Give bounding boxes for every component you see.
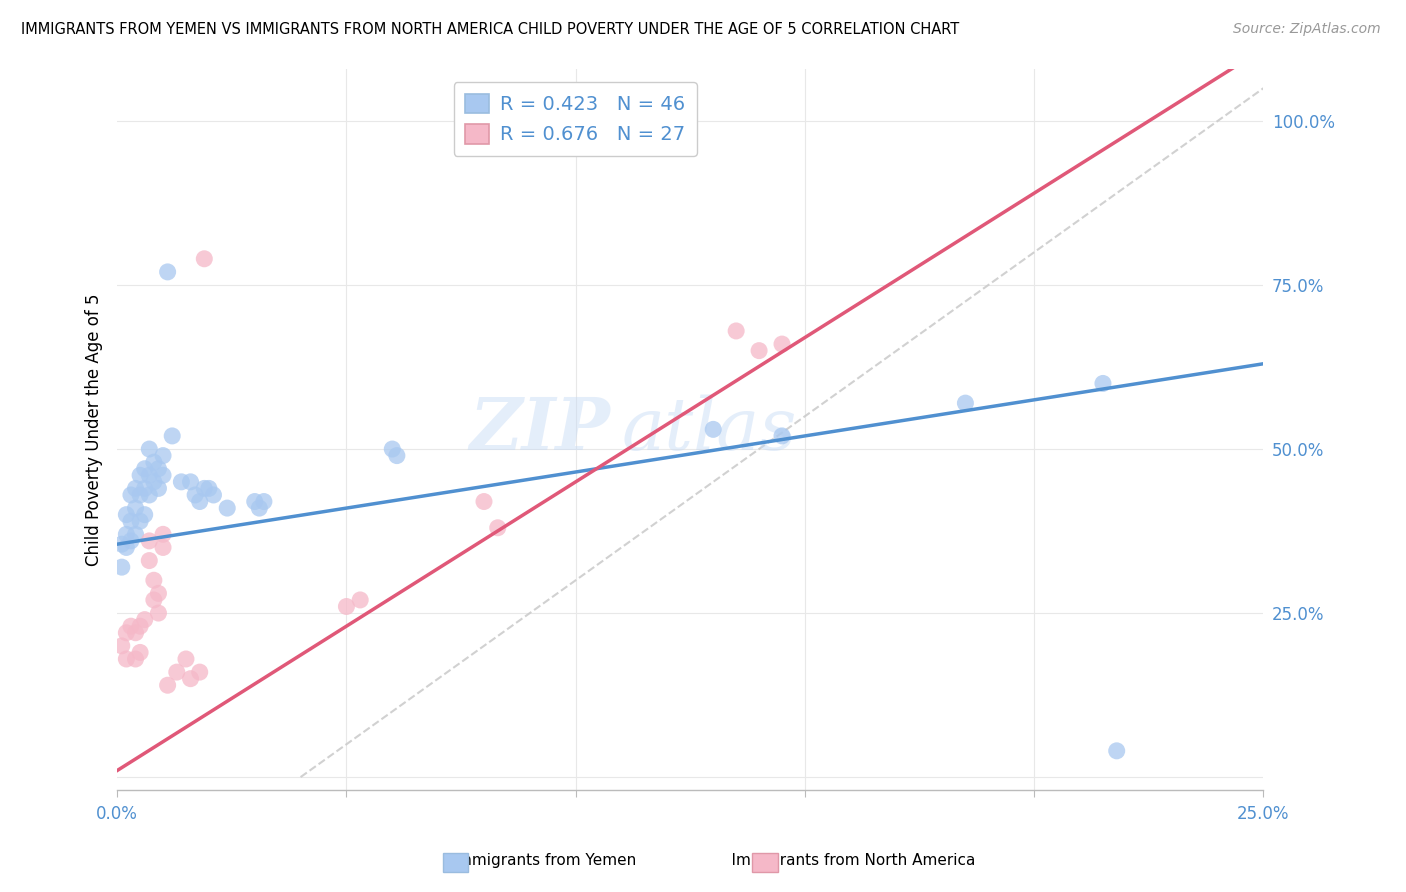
Point: [217, 501, 239, 516]
Point: [564, 101, 586, 115]
Point: [120, 488, 142, 502]
Point: [702, 422, 724, 436]
Text: IMMIGRANTS FROM YEMEN VS IMMIGRANTS FROM NORTH AMERICA CHILD POVERTY UNDER THE A: IMMIGRANTS FROM YEMEN VS IMMIGRANTS FROM…: [21, 22, 959, 37]
Point: [1105, 744, 1128, 758]
Point: [725, 324, 748, 338]
Point: [170, 475, 193, 489]
Point: [111, 560, 134, 574]
Point: [124, 482, 146, 496]
Point: [134, 461, 156, 475]
Point: [115, 508, 138, 522]
Point: [148, 461, 170, 475]
Point: [193, 252, 215, 266]
Point: [955, 396, 977, 410]
Point: [148, 586, 170, 600]
Text: ZIP: ZIP: [470, 394, 610, 465]
Point: [180, 475, 202, 489]
Point: [174, 652, 197, 666]
Point: [124, 501, 146, 516]
Point: [148, 606, 170, 620]
Point: [129, 468, 152, 483]
Point: [152, 449, 174, 463]
Point: [124, 652, 146, 666]
Point: [770, 337, 793, 351]
Point: [142, 455, 165, 469]
Point: [115, 541, 138, 555]
Point: [134, 613, 156, 627]
Point: [148, 482, 170, 496]
Point: [124, 625, 146, 640]
Y-axis label: Child Poverty Under the Age of 5: Child Poverty Under the Age of 5: [86, 293, 103, 566]
Point: [142, 593, 165, 607]
Point: [129, 488, 152, 502]
Point: [156, 265, 179, 279]
Point: [202, 488, 225, 502]
Point: [184, 488, 207, 502]
Point: [120, 514, 142, 528]
Point: [134, 482, 156, 496]
Point: [111, 639, 134, 653]
Point: [160, 429, 183, 443]
Point: [253, 494, 276, 508]
Point: [129, 514, 152, 528]
Point: [124, 527, 146, 541]
Point: [129, 645, 152, 659]
Point: [115, 652, 138, 666]
Point: [138, 442, 160, 456]
Point: [188, 665, 211, 679]
Point: [138, 553, 160, 567]
Point: [152, 541, 174, 555]
Point: [381, 442, 404, 456]
Point: [142, 475, 165, 489]
Point: [120, 533, 142, 548]
Text: Source: ZipAtlas.com: Source: ZipAtlas.com: [1233, 22, 1381, 37]
Point: [166, 665, 188, 679]
Point: [335, 599, 357, 614]
Text: Immigrants from Yemen: Immigrants from Yemen: [433, 854, 636, 868]
Point: [138, 468, 160, 483]
Point: [1091, 376, 1114, 391]
Point: [120, 619, 142, 633]
Point: [770, 429, 793, 443]
Point: [243, 494, 266, 508]
Point: [180, 672, 202, 686]
Point: [198, 482, 221, 496]
Point: [129, 619, 152, 633]
Text: Immigrants from North America: Immigrants from North America: [711, 854, 976, 868]
Point: [748, 343, 770, 358]
Point: [156, 678, 179, 692]
Point: [188, 494, 211, 508]
Point: [111, 537, 134, 551]
Point: [486, 521, 509, 535]
Legend: R = 0.423   N = 46, R = 0.676   N = 27: R = 0.423 N = 46, R = 0.676 N = 27: [454, 82, 697, 156]
Text: atlas: atlas: [621, 394, 797, 465]
Point: [193, 482, 215, 496]
Point: [247, 501, 270, 516]
Point: [142, 574, 165, 588]
Point: [138, 533, 160, 548]
Point: [152, 468, 174, 483]
Point: [138, 488, 160, 502]
Point: [134, 508, 156, 522]
Point: [472, 494, 495, 508]
Point: [349, 593, 371, 607]
Point: [569, 101, 592, 115]
Point: [115, 625, 138, 640]
Point: [115, 527, 138, 541]
Point: [152, 527, 174, 541]
Point: [385, 449, 408, 463]
